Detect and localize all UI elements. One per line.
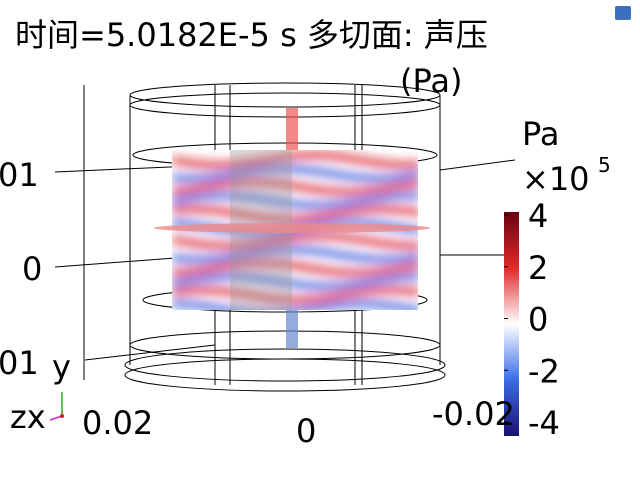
app-icon[interactable] (615, 6, 631, 20)
horizontal-slice (154, 223, 430, 233)
colorbar-tick-label: -2 (528, 352, 560, 390)
stripe (172, 299, 418, 310)
colorbar-exponent: 5 (598, 153, 611, 177)
colorbar-tick-label: -4 (528, 404, 560, 442)
colorbar-tick-label: 4 (528, 197, 548, 235)
triad-label: y (52, 348, 71, 386)
colorbar-tick-label: 0 (528, 301, 548, 339)
bottom-label: 0 (296, 412, 316, 450)
colorbar-tick-label: 2 (528, 249, 548, 287)
bottom-label: -0.02 (432, 395, 515, 433)
colorbar (504, 212, 519, 436)
left-label: 01 (0, 156, 39, 194)
stripe (172, 245, 418, 264)
stripe (172, 273, 418, 291)
stripe (172, 259, 418, 277)
stripe (172, 151, 418, 169)
colorbar-scale: ×10 (522, 160, 590, 198)
stripe (172, 232, 418, 250)
stripe (172, 286, 418, 304)
bottom-label: 0.02 (82, 404, 153, 442)
stripe (172, 178, 418, 196)
title: 时间=5.0182E-5 s 多切面: 声压 (15, 16, 488, 54)
outlet (286, 310, 298, 348)
colorbar-ticks: 4 2 0 -2 -4 (504, 197, 560, 442)
left-label: 01 (0, 344, 39, 382)
triad-label: zx (10, 398, 46, 436)
inlet (286, 108, 298, 150)
colorbar-label: Pa (522, 115, 559, 153)
axis-triad (49, 392, 64, 421)
stripe (172, 205, 418, 223)
title-unit: (Pa) (400, 62, 462, 100)
left-label: 0 (22, 250, 42, 288)
stripe (172, 191, 418, 210)
stripe (172, 164, 418, 183)
